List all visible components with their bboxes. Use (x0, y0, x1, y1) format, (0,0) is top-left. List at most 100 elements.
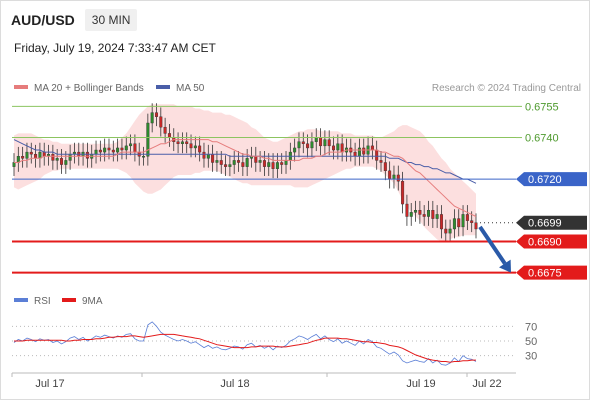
candle-body (301, 141, 305, 144)
candle-body (241, 162, 245, 167)
candle (98, 140, 102, 162)
rsi-legend-swatch (14, 298, 28, 302)
candle-body (427, 210, 431, 217)
candle-body (431, 210, 435, 219)
candle-body (470, 220, 474, 223)
candle-body (120, 147, 124, 151)
candle (383, 153, 387, 181)
candle-body (409, 212, 413, 217)
bollinger-band (14, 104, 476, 242)
candle-body (103, 147, 107, 153)
rsi-ma-line (14, 333, 476, 363)
candle-body (327, 139, 331, 147)
candle-body (154, 112, 158, 117)
candle (241, 153, 245, 176)
candle-body (280, 162, 284, 165)
candle (180, 132, 184, 154)
rsi-tick-label: 70 (525, 321, 537, 333)
candle (142, 146, 146, 166)
credit-label: Research © 2024 Trading Central (432, 83, 581, 94)
candle (267, 153, 271, 176)
candle-body (388, 170, 392, 180)
candle-body (293, 147, 297, 153)
level-tag-current (516, 215, 587, 230)
candle (431, 200, 435, 228)
candle (444, 219, 448, 243)
candle (422, 205, 426, 226)
timeframe-badge[interactable]: 30 MIN (84, 9, 138, 31)
candle (297, 132, 301, 158)
candle (232, 151, 236, 174)
time-tick-label: Jul 18 (220, 378, 249, 390)
candle-body (396, 174, 400, 182)
candle-body (60, 158, 63, 165)
candle (103, 138, 107, 162)
candle (379, 151, 383, 172)
candle (306, 134, 310, 158)
candle (271, 153, 275, 179)
datetime-label: Friday, July 19, 2024 7:33:47 AM CET (14, 41, 216, 55)
candle-body (254, 156, 258, 163)
candle-body (418, 210, 422, 215)
candle-body (379, 160, 383, 163)
candle-body (401, 180, 405, 205)
candle-body (422, 214, 426, 217)
candle-body (310, 141, 314, 149)
candle-body (461, 214, 465, 228)
symbol-title: AUD/USD (11, 12, 75, 28)
ma20-line (14, 139, 477, 217)
candle-body (284, 160, 288, 165)
candle-body (297, 141, 301, 149)
candle-body (68, 153, 72, 161)
candle (245, 148, 249, 176)
candle-body (94, 149, 98, 155)
candle (452, 209, 456, 239)
candle-body (439, 214, 443, 230)
candle-body (392, 174, 396, 180)
time-tick-label: Jul 17 (35, 378, 64, 390)
candle-body (111, 149, 115, 153)
candle-body (219, 160, 223, 165)
rsi-tick-label: 30 (525, 351, 537, 363)
candle (409, 203, 413, 226)
candle (258, 151, 262, 172)
candle (85, 142, 89, 168)
candle (435, 205, 439, 228)
level-label: 0.6675 (528, 268, 562, 280)
candle-body (185, 141, 189, 144)
legend-entry: MA 20 + Bollinger Bands (34, 83, 144, 94)
candle-body (452, 218, 456, 230)
candle-body (414, 210, 418, 213)
candle (237, 151, 241, 172)
candle-body (405, 203, 409, 217)
candle-body (271, 162, 275, 169)
chart-header: AUD/USD 30 MIN (11, 9, 138, 31)
rsi-line (13, 321, 477, 366)
candle-body (332, 145, 336, 151)
candle (146, 113, 150, 166)
candle-body (370, 145, 374, 151)
candle-body (245, 158, 249, 167)
candle-body (29, 151, 33, 155)
candle (185, 132, 189, 154)
candle-body (25, 151, 29, 159)
candle-body (275, 162, 279, 169)
candle (116, 138, 120, 162)
candle-body (129, 143, 133, 147)
level-tag-pivot (516, 172, 587, 187)
candle (25, 142, 29, 168)
candle-body (383, 162, 387, 172)
candle-body (176, 141, 180, 144)
candle-body (124, 145, 128, 151)
candle-body (215, 160, 219, 163)
candle-body (237, 160, 241, 163)
candle-body (51, 153, 55, 161)
candle-body (211, 153, 215, 163)
candle-body (159, 116, 163, 128)
candle (64, 151, 68, 174)
level-label: 0.6740 (525, 133, 559, 145)
candle (396, 165, 400, 191)
candle (310, 132, 314, 158)
candle-body (362, 147, 366, 155)
candle-body (12, 162, 16, 167)
